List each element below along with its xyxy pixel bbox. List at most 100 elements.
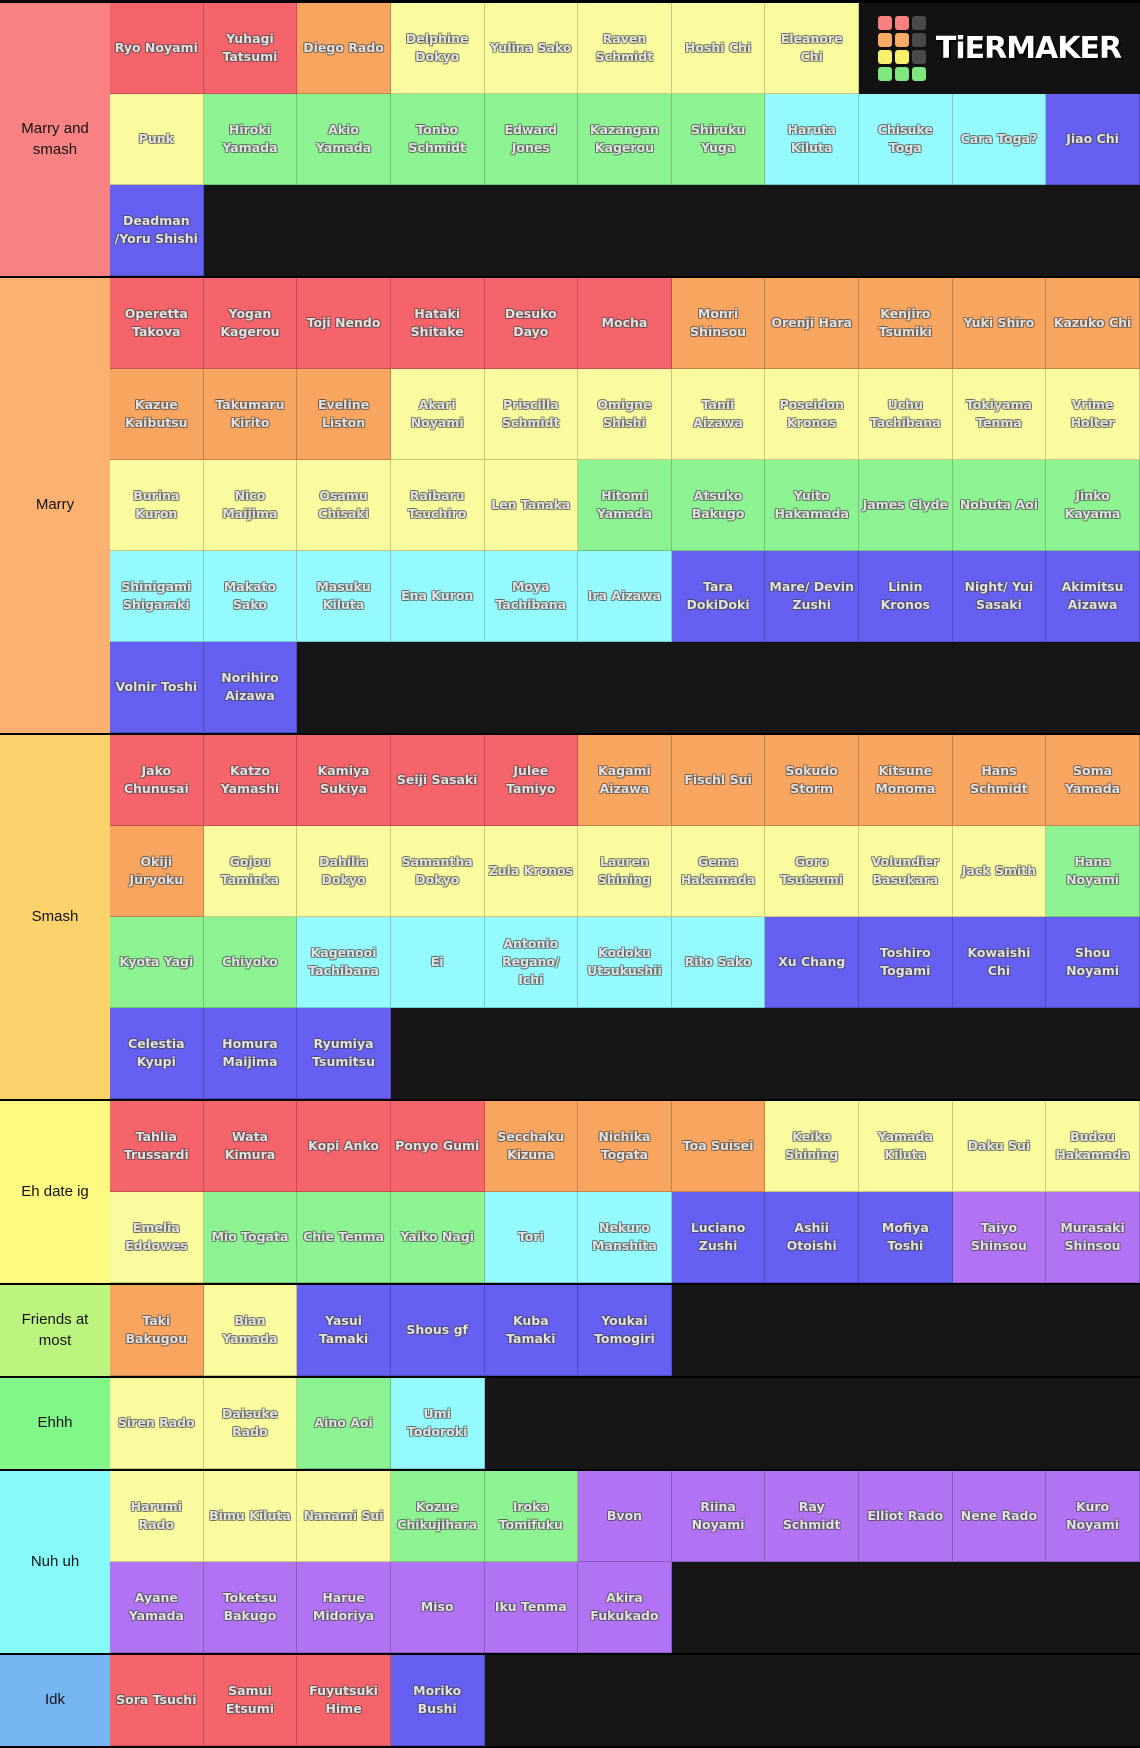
character-tile-kazuko-chi[interactable]: Kazuko Chi <box>1046 278 1140 369</box>
character-tile-tara-dokidoki[interactable]: Tara DokiDoki <box>671 551 766 642</box>
character-tile-shous-gf[interactable]: Shous gf <box>390 1285 485 1376</box>
character-tile-burina-kuron[interactable]: Burina Kuron <box>110 460 204 551</box>
character-tile-ira-aizawa[interactable]: Ira Aizawa <box>578 551 672 642</box>
character-tile-bvon[interactable]: Bvon <box>578 1471 672 1562</box>
character-tile-harumi-rado[interactable]: Harumi Rado <box>110 1471 204 1562</box>
character-tile-masuku-kiluta[interactable]: Masuku Kiluta <box>297 551 391 642</box>
character-tile-budou-hakamada[interactable]: Budou Hakamada <box>1046 1101 1140 1192</box>
character-tile-iroka-tomifuku[interactable]: Iroka Tomifuku <box>484 1471 579 1562</box>
character-tile-nobuta-aoi[interactable]: Nobuta Aoi <box>952 460 1047 551</box>
character-tile-nichika-togata[interactable]: Nichika Togata <box>578 1101 672 1192</box>
character-tile-umi-todoroki[interactable]: Umi Todoroki <box>390 1378 485 1469</box>
character-tile-atsuko-bakugo[interactable]: Atsuko Bakugo <box>671 460 766 551</box>
character-tile-ryo-noyami[interactable]: Ryo Noyami <box>110 3 204 94</box>
character-tile-ayane-yamada[interactable]: Ayane Yamada <box>110 1562 204 1653</box>
character-tile-yuito-hakamada[interactable]: Yuito Hakamada <box>765 460 859 551</box>
character-tile-siren-rado[interactable]: Siren Rado <box>110 1378 204 1469</box>
character-tile-chiyoko[interactable]: Chiyoko <box>203 917 298 1008</box>
character-tile-moriko-bushi[interactable]: Moriko Bushi <box>390 1655 485 1746</box>
character-tile-homura-maijima[interactable]: Homura Maijima <box>203 1008 298 1099</box>
character-tile-raven-schmidt[interactable]: Raven Schmidt <box>578 3 672 94</box>
character-tile-tokiyama-tenma[interactable]: Tokiyama Tenma <box>952 369 1047 460</box>
character-tile-nico-maijima[interactable]: Nico Maijima <box>203 460 298 551</box>
character-tile-bimu-kiluta[interactable]: Bimu Kiluta <box>203 1471 298 1562</box>
character-tile-raibaru-tsuchiro[interactable]: Raibaru Tsuchiro <box>390 460 485 551</box>
character-tile-takumaru-kirito[interactable]: Takumaru Kirito <box>203 369 298 460</box>
character-tile-taki-bakugou[interactable]: Taki Bakugou <box>110 1285 204 1376</box>
character-tile-volnir-toshi[interactable]: Volnir Toshi <box>110 642 204 733</box>
character-tile-kyota-yagi[interactable]: Kyota Yagi <box>110 917 204 1008</box>
character-tile-taiyo-shinsou[interactable]: Taiyo Shinsou <box>952 1192 1047 1283</box>
character-tile-gojou-taminka[interactable]: Gojou Taminka <box>203 826 298 917</box>
character-tile-haruta-kiluta[interactable]: Haruta Kiluta <box>765 94 859 185</box>
character-tile-deadman-yoru-shishi[interactable]: Deadman /Yoru Shishi <box>110 185 204 276</box>
character-tile-shou-noyami[interactable]: Shou Noyami <box>1046 917 1140 1008</box>
character-tile-yuhagi-tatsumi[interactable]: Yuhagi Tatsumi <box>203 3 298 94</box>
character-tile-rito-sako[interactable]: Rito Sako <box>671 917 766 1008</box>
character-tile-operetta-takova[interactable]: Operetta Takova <box>110 278 204 369</box>
character-tile-osamu-chisaki[interactable]: Osamu Chisaki <box>297 460 391 551</box>
character-tile-seiji-sasaki[interactable]: Seiji Sasaki <box>390 735 485 826</box>
character-tile-poseidon-kronos[interactable]: Poseidon Kronos <box>765 369 859 460</box>
character-tile-mofiya-toshi[interactable]: Mofiya Toshi <box>859 1192 953 1283</box>
character-tile-eveline-liston[interactable]: Eveline Liston <box>297 369 391 460</box>
character-tile-miso[interactable]: Miso <box>390 1562 485 1653</box>
character-tile-harue-midoriya[interactable]: Harue Midoriya <box>297 1562 391 1653</box>
character-tile-kamiya-sukiya[interactable]: Kamiya Sukiya <box>297 735 391 826</box>
character-tile-night-yui-sasaki[interactable]: Night/ Yui Sasaki <box>952 551 1047 642</box>
character-tile-sora-tsuchi[interactable]: Sora Tsuchi <box>110 1655 204 1746</box>
character-tile-julee-tamiyo[interactable]: Julee Tamiyo <box>484 735 579 826</box>
character-tile-daku-sui[interactable]: Daku Sui <box>952 1101 1047 1192</box>
character-tile-priscilla-schmidt[interactable]: Priscilla Schmidt <box>484 369 579 460</box>
character-tile-kagenooi-tachibana[interactable]: Kagenooi Tachibana <box>297 917 391 1008</box>
character-tile-yuki-shiro[interactable]: Yuki Shiro <box>952 278 1047 369</box>
character-tile-dahilia-dokyo[interactable]: Dahilia Dokyo <box>297 826 391 917</box>
character-tile-gema-hakamada[interactable]: Gema Hakamada <box>671 826 766 917</box>
character-tile-secchaku-kizuna[interactable]: Secchaku Kizuna <box>484 1101 579 1192</box>
character-tile-hana-noyami[interactable]: Hana Noyami <box>1046 826 1140 917</box>
character-tile-elliot-rado[interactable]: Elliot Rado <box>859 1471 953 1562</box>
character-tile-yamada-kiluta[interactable]: Yamada Kiluta <box>859 1101 953 1192</box>
character-tile-omigne-shishi[interactable]: Omigne Shishi <box>578 369 672 460</box>
character-tile-samui-etsumi[interactable]: Samui Etsumi <box>203 1655 298 1746</box>
character-tile-okiji-j-ryoku[interactable]: Okiji Jūryoku <box>110 826 204 917</box>
character-tile-akari-noyami[interactable]: Akari Noyami <box>390 369 485 460</box>
character-tile-wata-kimura[interactable]: Wata Kimura <box>203 1101 298 1192</box>
character-tile-nekuro-manshita[interactable]: Nekuro Manshita <box>578 1192 672 1283</box>
character-tile-kozue-chikujihara[interactable]: Kozue Chikujihara <box>390 1471 485 1562</box>
character-tile-yaiko-nagi[interactable]: Yaiko Nagi <box>390 1192 485 1283</box>
character-tile-kuba-tamaki[interactable]: Kuba Tamaki <box>484 1285 579 1376</box>
character-tile-shiruku-yuga[interactable]: Shiruku Yuga <box>671 94 766 185</box>
character-tile-akira-fukukado[interactable]: Akira Fukukado <box>578 1562 672 1653</box>
character-tile-monri-shinsou[interactable]: Monri Shinsou <box>671 278 766 369</box>
character-tile-kodoku-utsukushii[interactable]: Kodoku Utsukushii <box>578 917 672 1008</box>
character-tile-kowaishi-chi[interactable]: Kowaishi Chi <box>952 917 1047 1008</box>
character-tile-yulina-sako[interactable]: Yulina Sako <box>484 3 579 94</box>
character-tile-desuko-dayo[interactable]: Desuko Dayo <box>484 278 579 369</box>
character-tile-tonbo-schmidt[interactable]: Tonbo Schmidt <box>390 94 485 185</box>
character-tile-jinko-kayama[interactable]: Jinko Kayama <box>1046 460 1140 551</box>
character-tile-goro-tsutsumi[interactable]: Goro Tsutsumi <box>765 826 859 917</box>
character-tile-samantha-dokyo[interactable]: Samantha Dokyo <box>390 826 485 917</box>
character-tile-celestia-kyupi[interactable]: Celestia Kyupi <box>110 1008 204 1099</box>
character-tile-hitomi-yamada[interactable]: Hitomi Yamada <box>578 460 672 551</box>
character-tile-toketsu-bakugo[interactable]: Toketsu Bakugo <box>203 1562 298 1653</box>
character-tile-murasaki-shinsou[interactable]: Murasaki Shinsou <box>1046 1192 1140 1283</box>
character-tile-kagami-aizawa[interactable]: Kagami Aizawa <box>578 735 672 826</box>
character-tile-chie-tenma[interactable]: Chie Tenma <box>297 1192 391 1283</box>
character-tile-mio-togata[interactable]: Mio Togata <box>203 1192 298 1283</box>
character-tile-yasui-tamaki[interactable]: Yasui Tamaki <box>297 1285 391 1376</box>
character-tile-len-tanaka[interactable]: Len Tanaka <box>484 460 579 551</box>
character-tile-riina-noyami[interactable]: Riina Noyami <box>671 1471 766 1562</box>
character-tile-kopi-anko[interactable]: Kopi Anko <box>297 1101 391 1192</box>
character-tile-keiko-shining[interactable]: Keiko Shining <box>765 1101 859 1192</box>
character-tile-kenjiro-tsumiki[interactable]: Kenjiro Tsumiki <box>859 278 953 369</box>
character-tile-emelia-eddowes[interactable]: Emelia Eddowes <box>110 1192 204 1283</box>
character-tile-fuyutsuki-hime[interactable]: Fuyutsuki Hime <box>297 1655 391 1746</box>
character-tile-kuro-noyami[interactable]: Kuro Noyami <box>1046 1471 1140 1562</box>
character-tile-lauren-shining[interactable]: Lauren Shining <box>578 826 672 917</box>
character-tile-punk[interactable]: Punk <box>110 94 204 185</box>
character-tile-eleanore-chi[interactable]: Eleanore Chi <box>765 3 859 94</box>
character-tile-diego-rado[interactable]: Diego Rado <box>297 3 391 94</box>
character-tile-xu-chang[interactable]: Xu Chang <box>765 917 859 1008</box>
